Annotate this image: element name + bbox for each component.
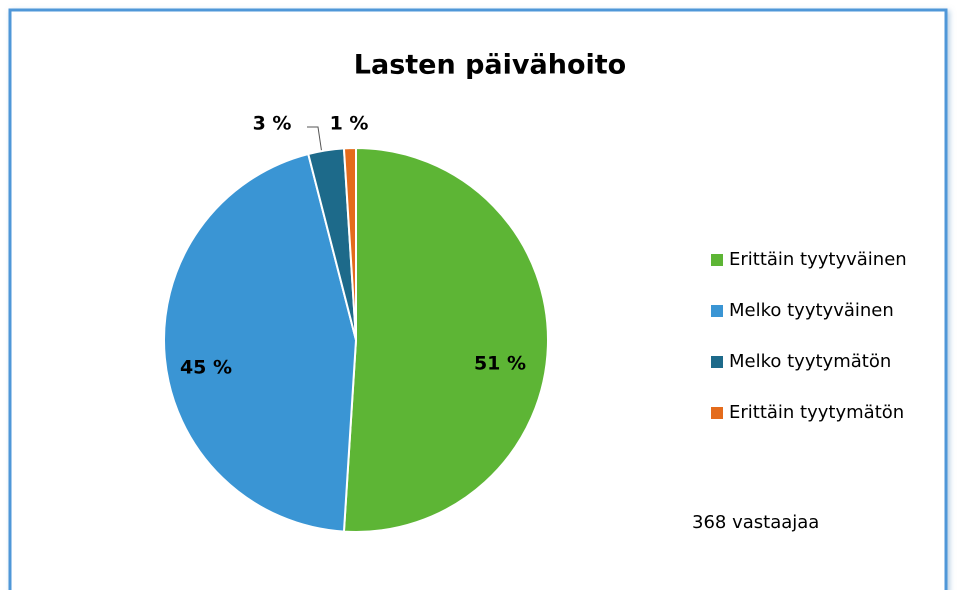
- legend-swatch: [711, 356, 723, 368]
- legend-label: Erittäin tyytyväinen: [729, 249, 907, 270]
- leader-line: [307, 126, 323, 155]
- data-label: 1 %: [330, 113, 369, 135]
- legend-swatch: [711, 407, 723, 419]
- pie-slice: [342, 146, 357, 341]
- chart-title: Lasten päivähoito: [354, 50, 626, 81]
- pie-slice: [163, 152, 358, 533]
- annotation: 368 vastaajaa: [692, 512, 819, 533]
- legend-label: Melko tyytymätön: [729, 351, 891, 372]
- legend-label: Erittäin tyytymätön: [729, 402, 904, 423]
- data-label: 45 %: [180, 357, 232, 379]
- legend-swatch: [711, 254, 723, 266]
- data-label: 51 %: [474, 353, 526, 375]
- legend-label: Melko tyytyväinen: [729, 300, 894, 321]
- pie-slice: [342, 146, 549, 533]
- legend-swatch: [711, 305, 723, 317]
- data-label: 3 %: [253, 113, 292, 135]
